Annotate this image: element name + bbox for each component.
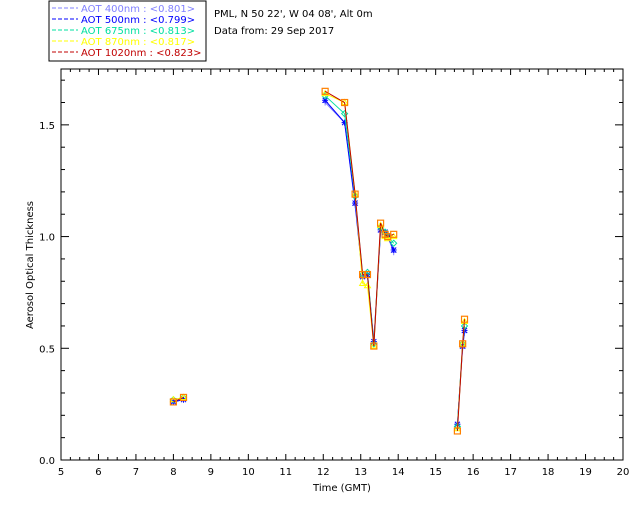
y-axis: 0.0 0.5 1.0 1.5 [39,79,623,467]
x-tick-label: 6 [95,467,101,478]
x-tick-label: 5 [58,467,64,478]
x-tick-label: 16 [467,467,480,478]
legend-entry: AOT 400nm : <0.801> [81,4,195,15]
data-point-square [169,398,177,406]
series-line-segment [380,222,386,235]
site-info-label: PML, N 50 22', W 04 08', Alt 0m [214,9,373,20]
series-0 [170,99,468,428]
data-point-triangle [179,393,188,400]
x-axis: 5 6 7 8 9 10 11 12 13 14 15 16 17 18 19 20 [58,69,630,478]
x-tick-label: 17 [504,467,517,478]
data-point-triangle [383,234,392,242]
data-point-triangle [389,232,398,240]
data-point-diamond [340,109,349,118]
legend-entry: AOT 1020nm : <0.823> [81,48,201,59]
x-tick-label: 14 [392,467,405,478]
x-tick-label: 10 [242,467,255,478]
data-point-square [376,219,385,227]
data-point-triangle [358,279,367,286]
x-tick-label: 15 [429,467,442,478]
data-point-square [453,427,461,435]
series-line-segment [324,95,345,115]
legend-entry: AOT 870nm : <0.817> [81,37,195,48]
y-axis-label: Aerosol Optical Thickness [25,201,36,329]
data-point-square [179,393,188,402]
data-point-square [351,190,359,198]
series-line-segment [344,122,356,204]
series-4 [169,87,469,435]
plot-frame [60,68,624,461]
legend-frame [48,0,207,62]
y-tick-label: 1.0 [39,233,55,244]
series-2 [169,92,469,431]
data-point-square [460,315,469,323]
series-line-segment [344,102,356,195]
series-line-segment [462,319,466,344]
series-3 [169,89,469,432]
legend-entry: AOT 675nm : <0.813> [81,26,195,37]
y-tick-label: 0.5 [39,344,55,355]
series-line-segment [354,194,364,275]
x-tick-label: 18 [542,467,555,478]
x-tick-label: 8 [170,467,176,478]
data-point-square [321,87,329,95]
series-line-segment [384,233,389,237]
x-tick-label: 19 [579,467,592,478]
data-point-triangle [321,89,330,97]
data-point-square [459,340,467,348]
data-point-diamond [389,239,398,247]
x-tick-label: 7 [133,467,139,478]
date-info-label: Data from: 29 Sep 2017 [214,26,334,37]
data-point-asterisk [390,246,397,253]
x-tick-label: 12 [317,467,330,478]
data-point-square [370,342,378,350]
x-tick-label: 11 [279,467,292,478]
y-tick-label: 0.0 [39,456,55,467]
series-line-segment [373,223,382,347]
data-point-triangle [369,342,378,349]
data-point-square [341,98,349,107]
series-line-segment [456,343,464,431]
data-point-asterisk [352,200,359,207]
data-point-square [363,270,372,279]
x-tick-label: 9 [208,467,214,478]
y-tick-label: 1.5 [39,121,55,132]
series-line-segment [366,274,375,347]
data-point-triangle [363,281,372,289]
x-axis-label: Time (GMT) [312,483,371,494]
legend: AOT 400nm : <0.801>AOT 500nm : <0.799>AO… [48,0,207,62]
x-tick-label: 13 [354,467,367,478]
data-point-square [390,230,398,238]
series-1 [170,97,468,428]
data-point-diamond [460,322,469,330]
series-layer [169,87,469,435]
x-tick-label: 20 [617,467,630,478]
series-line-segment [173,396,184,403]
legend-entry: AOT 500nm : <0.799> [81,15,195,26]
series-line-segment [324,99,345,123]
data-point-square [359,270,367,279]
